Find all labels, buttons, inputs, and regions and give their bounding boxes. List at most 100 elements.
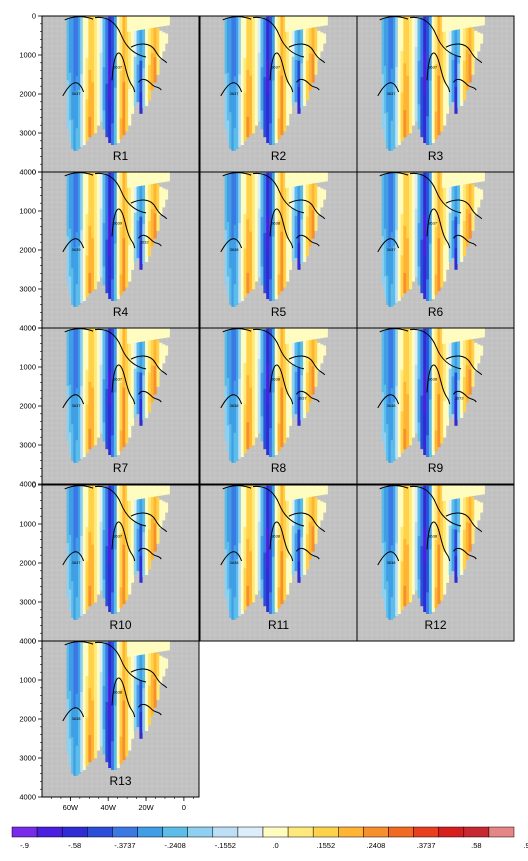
field-cell — [91, 185, 95, 193]
field-cell — [229, 195, 232, 203]
field-cell — [322, 23, 326, 25]
field-cell — [403, 103, 407, 111]
field-cell — [417, 42, 421, 49]
field-cell — [85, 206, 89, 215]
field-cell — [305, 65, 310, 70]
field-cell — [479, 37, 484, 39]
field-cell — [271, 23, 276, 31]
field-cell — [414, 35, 418, 42]
field-cell — [440, 54, 444, 62]
field-cell — [135, 179, 139, 181]
field-cell — [316, 20, 320, 21]
field-cell — [316, 24, 320, 25]
field-cell — [305, 47, 310, 53]
field-cell — [397, 94, 401, 103]
field-cell — [400, 64, 404, 72]
field-cell — [437, 55, 441, 63]
field-cell — [66, 49, 70, 57]
field-cell — [381, 272, 385, 280]
field-cell — [243, 269, 247, 277]
field-cell — [324, 16, 328, 18]
field-cell — [324, 175, 328, 177]
field-cell — [287, 176, 291, 178]
field-cell — [161, 24, 165, 26]
field-cell — [132, 19, 136, 21]
field-cell — [133, 212, 137, 218]
field-cell — [71, 253, 74, 262]
field-cell — [392, 260, 396, 269]
field-cell — [108, 235, 112, 244]
field-cell — [388, 135, 391, 144]
field-cell — [233, 91, 237, 99]
field-cell — [238, 95, 242, 104]
field-cell — [301, 182, 304, 184]
field-cell — [91, 75, 95, 83]
field-cell — [254, 107, 258, 114]
field-cell — [224, 116, 228, 124]
field-cell — [295, 181, 299, 183]
field-cell — [474, 55, 478, 58]
field-cell — [297, 200, 301, 207]
field-cell — [143, 16, 146, 18]
field-cell — [477, 43, 481, 46]
field-cell — [80, 230, 84, 238]
field-cell — [468, 21, 472, 23]
field-cell — [390, 135, 394, 144]
field-cell — [451, 50, 455, 56]
field-cell — [471, 59, 475, 63]
field-cell — [105, 130, 109, 138]
field-cell — [308, 227, 312, 232]
field-cell — [320, 206, 324, 208]
field-cell — [238, 16, 242, 24]
field-cell — [133, 51, 137, 58]
field-cell — [136, 206, 140, 212]
field-cell — [122, 271, 126, 279]
field-cell — [99, 180, 103, 187]
field-cell — [274, 249, 278, 257]
field-cell — [125, 210, 129, 218]
field-cell — [233, 98, 237, 107]
field-cell — [306, 22, 310, 24]
field-cell — [311, 232, 315, 236]
field-cell — [164, 175, 168, 176]
field-cell — [383, 52, 387, 60]
field-cell — [455, 22, 459, 24]
field-cell — [226, 289, 230, 298]
field-cell — [280, 172, 284, 180]
field-cell — [283, 86, 287, 94]
field-cell — [252, 29, 256, 37]
field-cell — [80, 103, 84, 111]
field-cell — [139, 34, 143, 40]
field-cell — [148, 179, 152, 181]
field-cell — [293, 184, 297, 186]
field-cell — [324, 179, 328, 181]
field-cell — [164, 37, 169, 39]
field-cell — [473, 20, 477, 22]
field-cell — [314, 178, 318, 180]
field-cell — [231, 180, 234, 189]
field-cell — [306, 178, 310, 180]
field-cell — [82, 265, 86, 273]
field-cell — [277, 254, 281, 262]
field-cell — [75, 39, 79, 47]
field-cell — [311, 185, 315, 189]
field-cell — [82, 94, 86, 103]
field-cell — [229, 290, 232, 298]
field-cell — [130, 54, 135, 61]
field-cell — [108, 242, 112, 251]
field-cell — [468, 35, 472, 39]
field-cell — [147, 216, 152, 222]
field-cell — [166, 18, 170, 19]
field-cell — [448, 46, 452, 53]
field-cell — [254, 275, 258, 282]
field-cell — [460, 100, 464, 106]
field-cell — [406, 88, 410, 96]
field-cell — [286, 275, 290, 282]
field-cell — [94, 172, 98, 180]
field-cell — [133, 227, 137, 233]
field-cell — [66, 92, 70, 99]
field-cell — [85, 23, 89, 31]
field-cell — [471, 43, 475, 47]
field-cell — [277, 111, 281, 119]
